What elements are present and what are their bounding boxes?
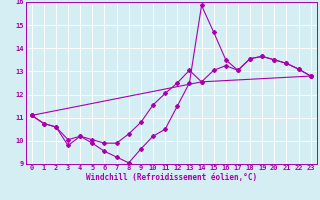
X-axis label: Windchill (Refroidissement éolien,°C): Windchill (Refroidissement éolien,°C) bbox=[86, 173, 257, 182]
